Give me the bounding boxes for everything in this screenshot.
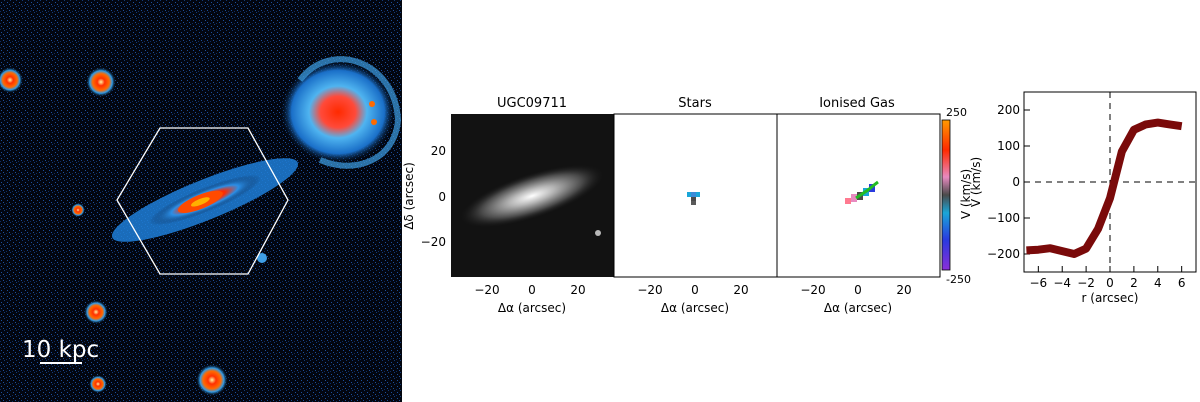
y-tick-label: 0: [438, 190, 446, 204]
y-tick-label: 0: [1012, 175, 1020, 189]
ugc-galaxy: [460, 164, 604, 228]
y-tick-label: −200: [987, 247, 1020, 261]
x-tick-label: −20: [637, 283, 662, 297]
y-tick-label: −100: [987, 211, 1020, 225]
y-tick-label: 20: [431, 144, 446, 158]
colorbar: [941, 119, 951, 271]
panel-title-gas: Ionised Gas: [819, 96, 895, 111]
gas-tracer: [855, 180, 879, 200]
star: [371, 119, 377, 125]
x-axis-label: Δα (arcsec): [661, 301, 729, 315]
star: [0, 67, 23, 93]
x-tick-label: 6: [1178, 276, 1186, 290]
x-tick-labels: −6 −4 −2 0 2 4 6: [1029, 276, 1185, 290]
x-axis-label: r (arcsec): [1082, 291, 1139, 305]
star: [595, 230, 601, 236]
y-axis-label: V (km/s): [969, 157, 983, 207]
stars-pixel: [687, 192, 691, 197]
stars-pixel: [691, 192, 696, 197]
star: [84, 300, 108, 324]
x-tick-label: 4: [1154, 276, 1162, 290]
y-tick-label: 100: [997, 139, 1020, 153]
star: [369, 101, 375, 107]
star: [89, 375, 107, 393]
x-tick-label: −20: [800, 283, 825, 297]
x-tick-label: 20: [570, 283, 585, 297]
x-tick-label: 0: [854, 283, 862, 297]
x-tick-label: 2: [1130, 276, 1138, 290]
colorbar-min-label: -250: [946, 273, 971, 286]
galaxy-image-panel: 10 kpc: [0, 0, 402, 402]
star: [257, 253, 267, 263]
y-axis-label: Δδ (arcsec): [402, 162, 416, 230]
x-tick-label: −4: [1053, 276, 1071, 290]
colorbar-label: V (km/s): [959, 169, 973, 219]
companion-galaxy: [280, 60, 396, 164]
y-tick-label: 200: [997, 103, 1020, 117]
panel-title-ugc: UGC09711: [497, 96, 567, 111]
x-tick-label: 0: [1106, 276, 1114, 290]
stars-pixel: [696, 192, 700, 197]
x-tick-label: 20: [896, 283, 911, 297]
x-tick-label: 0: [528, 283, 536, 297]
scale-bar-label: 10 kpc: [22, 337, 99, 363]
colorbar-max-label: 250: [946, 106, 967, 119]
x-tick-label: 20: [733, 283, 748, 297]
x-tick-label: −6: [1029, 276, 1047, 290]
star: [71, 203, 85, 217]
stars-pixel: [691, 197, 696, 201]
velocity-maps: UGC09711 Stars Ionised Gas 250 -250 V (k…: [402, 96, 973, 315]
ifu-hexagon: [116, 127, 289, 275]
y-tick-labels: 200 100 0 −100 −200: [987, 103, 1020, 261]
stars-pixel: [691, 201, 696, 205]
gas-pixel: [845, 198, 851, 204]
x-axis-label: Δα (arcsec): [824, 301, 892, 315]
star: [86, 67, 116, 97]
panel-title-stars: Stars: [678, 96, 712, 111]
rotation-curve-series: [1026, 118, 1183, 258]
y-tick-label: −20: [421, 235, 446, 249]
spiral-arm: [297, 56, 402, 169]
gas-pixel: [851, 194, 857, 202]
x-tick-label: −20: [474, 283, 499, 297]
x-axis-label: Δα (arcsec): [498, 301, 566, 315]
star: [196, 364, 228, 396]
edge-on-galaxy: [111, 158, 299, 242]
x-tick-label: −2: [1077, 276, 1095, 290]
rotation-curve-chart: 200 100 0 −100 −200 −6 −4 −2 0 2 4 6 V (km/s) r (a…: [969, 91, 1197, 305]
x-tick-label: 0: [691, 283, 699, 297]
